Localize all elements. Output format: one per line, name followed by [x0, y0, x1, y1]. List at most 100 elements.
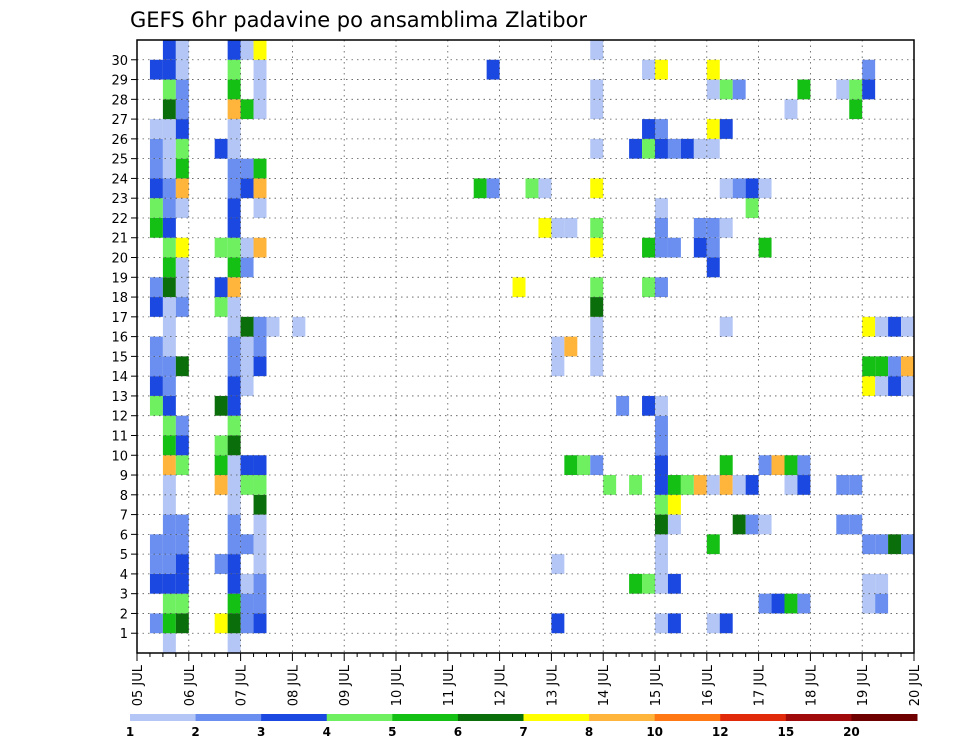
colorbar-label: 5	[388, 725, 396, 739]
heatmap-cell	[655, 237, 668, 258]
heatmap-cell	[227, 297, 241, 317]
heatmap-cell	[175, 455, 189, 476]
heatmap-cell	[667, 494, 681, 515]
y-tick-label: 17	[111, 311, 128, 326]
heatmap-cell	[590, 297, 604, 317]
heatmap-cell	[667, 573, 681, 594]
heatmap-cell	[175, 593, 189, 614]
heatmap-cell	[888, 534, 902, 555]
heatmap-cell	[149, 356, 163, 377]
x-tick-label: 13 JUL	[545, 664, 560, 706]
heatmap-cell	[603, 475, 617, 495]
heatmap-cell	[655, 494, 668, 515]
colorbar-segment	[457, 714, 524, 721]
heatmap-cell	[227, 633, 241, 653]
heatmap-cell	[797, 79, 811, 100]
heatmap-cell	[253, 158, 267, 179]
heatmap-cell	[706, 59, 720, 80]
heatmap-cell	[655, 415, 668, 436]
heatmap-cell	[214, 435, 228, 456]
heatmap-cell	[227, 554, 241, 574]
heatmap-cell	[227, 475, 241, 495]
heatmap-cell	[162, 79, 176, 100]
y-tick-label: 29	[111, 74, 128, 89]
heatmap-cell	[253, 99, 267, 120]
heatmap-cell	[162, 613, 176, 634]
heatmap-cell	[227, 198, 241, 218]
heatmap-cell	[719, 316, 733, 337]
heatmap-cell	[590, 336, 604, 357]
heatmap-cell	[706, 534, 720, 555]
y-tick-label: 25	[111, 153, 128, 168]
heatmap-cell	[175, 356, 189, 377]
y-tick-label: 24	[111, 172, 128, 187]
heatmap-cell	[162, 40, 176, 60]
heatmap-cell	[590, 356, 604, 377]
heatmap-cell	[486, 59, 500, 80]
heatmap-cell	[655, 455, 668, 476]
heatmap-cell	[227, 534, 241, 555]
heatmap-cell	[875, 593, 889, 614]
heatmap-cell	[175, 415, 189, 436]
heatmap-cell	[227, 217, 241, 238]
heatmap-cell	[875, 316, 889, 337]
heatmap-cell	[175, 613, 189, 634]
heatmap-cell	[162, 593, 176, 614]
heatmap-cell	[875, 534, 889, 555]
heatmap-cell	[758, 455, 772, 476]
heatmap-cell	[706, 119, 720, 139]
heatmap-cell	[719, 455, 733, 476]
y-tick-label: 22	[111, 212, 128, 227]
heatmap-cell	[149, 138, 163, 159]
heatmap-cell	[849, 79, 863, 100]
colorbar-segment	[326, 714, 393, 721]
heatmap-cell	[240, 356, 254, 377]
y-tick-label: 5	[120, 548, 128, 563]
heatmap-cell	[719, 613, 733, 634]
heatmap-cell	[149, 336, 163, 357]
heatmap-cell	[214, 613, 228, 634]
y-tick-label: 28	[111, 93, 128, 108]
colorbar-label: 8	[585, 725, 593, 739]
heatmap-cell	[175, 59, 189, 80]
y-axis: 1234567891011121314151617181920212223242…	[111, 54, 137, 642]
y-tick-label: 2	[120, 607, 128, 622]
heatmap-cell	[162, 178, 176, 199]
heatmap-cell	[745, 178, 759, 199]
y-tick-label: 18	[111, 291, 128, 306]
heatmap-cell	[862, 316, 876, 337]
y-tick-label: 14	[111, 370, 128, 385]
heatmap-cell	[149, 119, 163, 139]
heatmap-cell	[590, 40, 604, 60]
heatmap-cell	[266, 316, 280, 337]
heatmap-cell	[227, 316, 241, 337]
heatmap-cell	[642, 277, 655, 298]
heatmap-cell	[862, 593, 876, 614]
x-tick-label: 18 JUL	[804, 664, 819, 706]
heatmap-cell	[175, 198, 189, 218]
x-tick-label: 14 JUL	[597, 664, 612, 706]
heatmap-cell	[162, 237, 176, 258]
y-tick-label: 23	[111, 192, 128, 207]
heatmap-cell	[253, 40, 267, 60]
heatmap-cell	[227, 356, 241, 377]
heatmap-cell	[590, 138, 604, 159]
heatmap-cell	[642, 59, 655, 80]
colorbar-segment	[261, 714, 328, 721]
heatmap-cell	[149, 59, 163, 80]
heatmap-cell	[862, 376, 876, 396]
heatmap-cell	[162, 99, 176, 120]
heatmap-cell	[149, 198, 163, 218]
heatmap-cell	[901, 356, 914, 377]
heatmap-cell	[253, 494, 267, 515]
heatmap-cell	[693, 475, 707, 495]
heatmap-cell	[655, 59, 668, 80]
heatmap-cell	[758, 237, 772, 258]
heatmap-cell	[162, 376, 176, 396]
x-tick-label: 17 JUL	[753, 664, 768, 706]
heatmap-cell	[175, 99, 189, 120]
heatmap-cell	[667, 138, 681, 159]
heatmap-cell	[227, 415, 241, 436]
heatmap-cell	[642, 138, 655, 159]
heatmap-cell	[214, 554, 228, 574]
